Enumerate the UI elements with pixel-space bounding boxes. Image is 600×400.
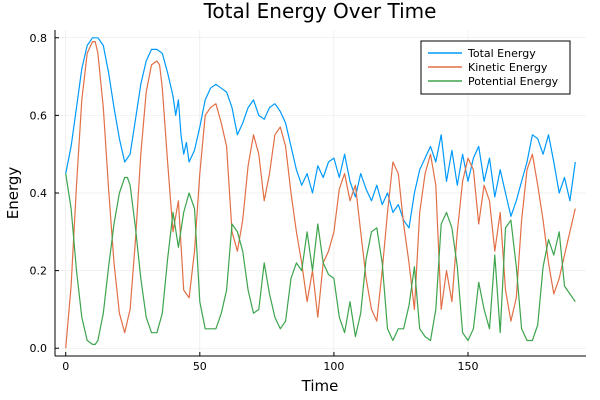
y-tick-label: 0.0 [30, 342, 48, 355]
series-line-kinetic-energy [65, 40, 576, 349]
series-lines [65, 37, 576, 349]
series-line-potential-energy [65, 173, 576, 345]
grid-lines [55, 30, 586, 356]
y-tick-label: 0.2 [30, 265, 48, 278]
x-axis-label: Time [301, 377, 339, 395]
y-tick-label: 0.8 [30, 32, 48, 45]
legend-label-kinetic-energy: Kinetic Energy [468, 61, 548, 74]
chart-title: Total Energy Over Time [203, 0, 437, 23]
y-tick-label: 0.4 [30, 187, 48, 200]
series-line-total-energy [65, 37, 576, 229]
legend-label-total-energy: Total Energy [467, 47, 536, 60]
x-tick-label: 0 [62, 360, 69, 373]
legend: Total Energy Kinetic Energy Potential En… [420, 40, 571, 95]
x-tick-label: 150 [458, 360, 479, 373]
y-tick-label: 0.6 [30, 109, 48, 122]
x-tick-label: 50 [193, 360, 207, 373]
y-axis-label: Energy [4, 167, 22, 220]
legend-label-potential-energy: Potential Energy [468, 75, 559, 88]
ticks: 0 50 100 150 0.0 0.2 0.4 0.6 0.8 [30, 32, 479, 373]
x-tick-label: 100 [323, 360, 344, 373]
